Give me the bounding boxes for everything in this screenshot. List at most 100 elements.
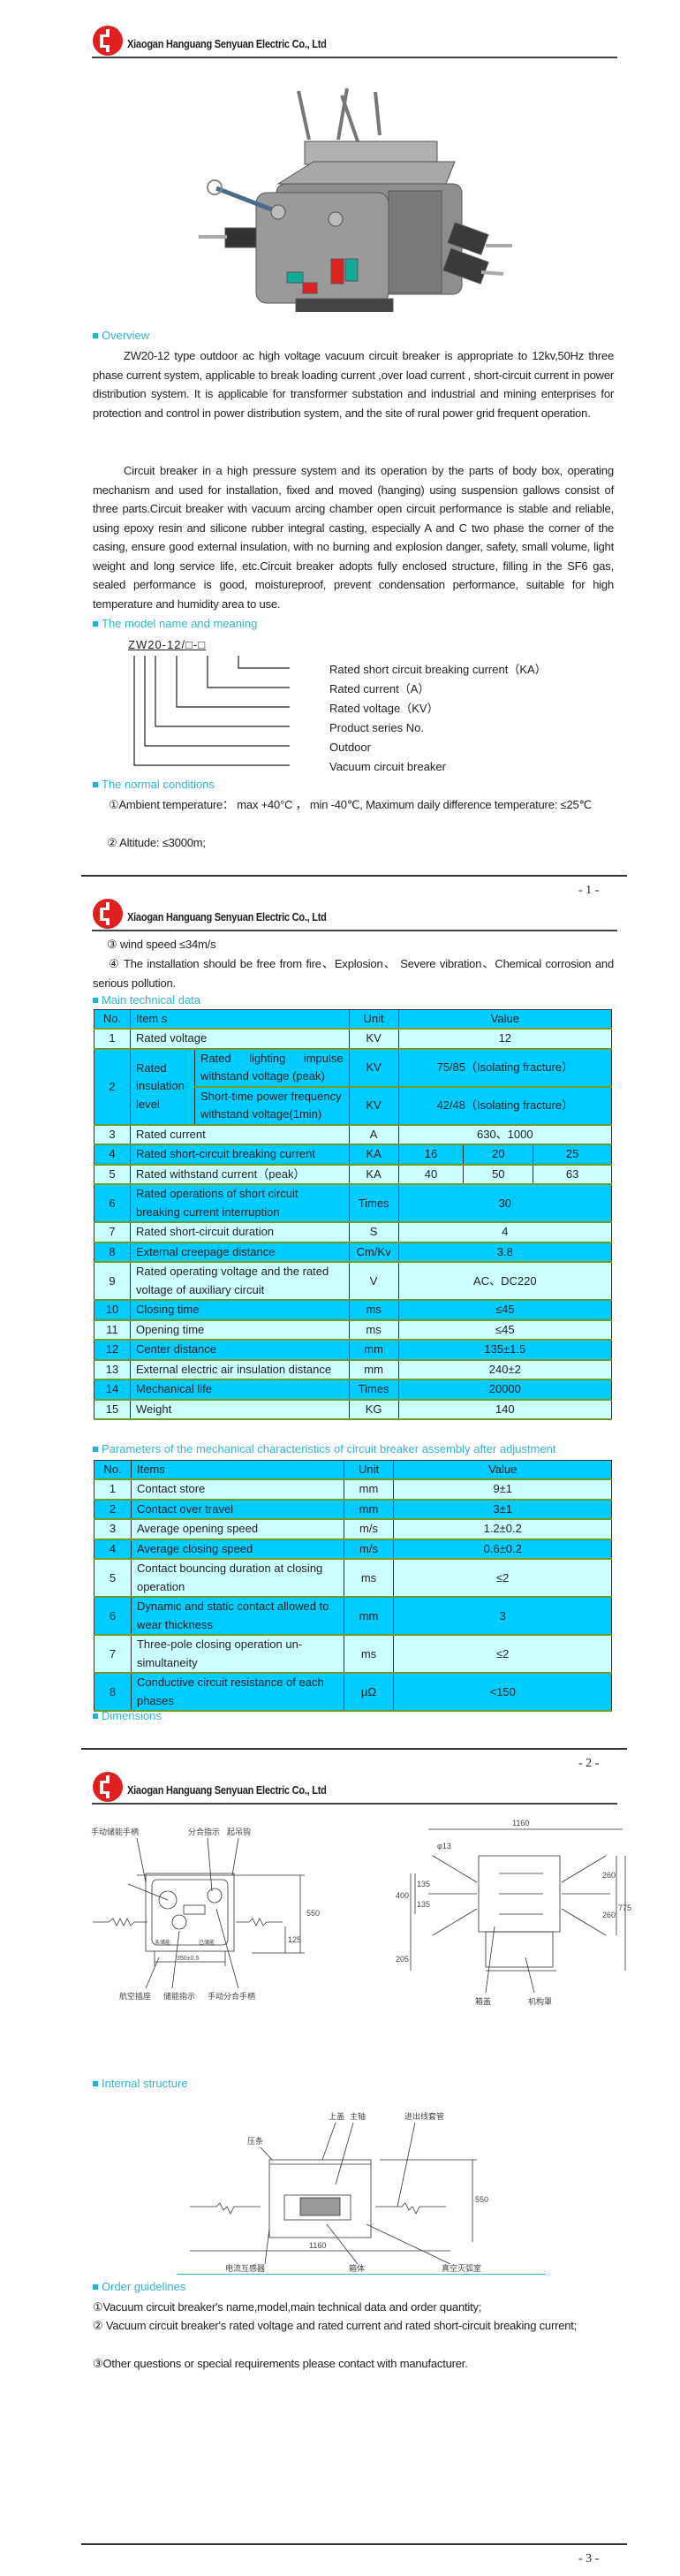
dimension-label: 400 [396, 1891, 409, 1900]
dimension-label: 125 [288, 1935, 301, 1944]
page-number: - 2 - [578, 1757, 600, 1770]
page-number: - 1 - [578, 884, 600, 897]
row-value: 9±1 [393, 1478, 612, 1501]
row-value: ≤2 [393, 1634, 612, 1674]
model-meaning: Vacuum circuit breaker [329, 760, 446, 773]
row-unit: mm [348, 1339, 399, 1361]
row-value: ≤45 [397, 1299, 613, 1321]
page-header: Xiaogan Hanguang Senyuan Electric Co., L… [92, 1771, 617, 1806]
table-row: 2 Contact over travel mm 3±1 [94, 1499, 612, 1520]
dimension-label: 260 [602, 1911, 616, 1919]
section-heading-model: The model name and meaning [93, 617, 257, 630]
page-rule [81, 875, 627, 877]
row-item: Rated voltage [129, 1028, 350, 1050]
row-number: 3 [94, 1124, 131, 1145]
mechanical-characteristics-table: No. Items Unit Value 1 Contact store mm 9±1 2 Con… [94, 1460, 612, 1712]
table-row: 13 External electric air insulation dista… [94, 1359, 613, 1380]
row-item: Average closing speed [130, 1539, 344, 1560]
company-name: Xiaogan Hanguang Senyuan Electric Co., L… [127, 910, 327, 923]
table-row: 1 Rated voltage KV 12 [94, 1028, 613, 1050]
row-value: 630、1000 [397, 1124, 613, 1145]
model-meaning: Rated current（A） [329, 682, 430, 695]
row-value: 0.6±0.2 [393, 1539, 612, 1560]
dimension-label: 135 [417, 1900, 430, 1909]
row-item: Three-pole closing operation un-simultan… [130, 1634, 344, 1674]
model-legend-lines [133, 656, 290, 766]
row-item: External creepage distance [129, 1242, 350, 1263]
company-logo-icon [93, 899, 123, 929]
table-row: 3 Rated current A 630、1000 [94, 1124, 613, 1145]
row-item: Average opening speed [130, 1518, 344, 1540]
dimension-label: 260 [602, 1871, 616, 1880]
section-divider [177, 2274, 546, 2275]
row-number: 5 [94, 1164, 131, 1185]
row-unit: mm [348, 1359, 399, 1380]
row-value: 30 [397, 1183, 613, 1223]
drawing-label: 上盖 [329, 2111, 344, 2121]
row-item: Short-time power frequency withstand vol… [193, 1086, 350, 1126]
dimension-label: 135 [417, 1880, 430, 1888]
drawing-label: 航空插座 [119, 1991, 151, 2001]
column-header: No. [94, 1009, 131, 1030]
model-meaning: Rated voltage（KV） [329, 702, 439, 715]
drawing-label: 进出线套管 [404, 2111, 444, 2121]
row-number: 13 [94, 1359, 131, 1380]
drawing-label: 电流互感器 [225, 2263, 265, 2273]
row-unit: KV [348, 1048, 399, 1088]
condition-item: ④ The installation should be free from f… [93, 957, 614, 990]
table-row: 6 Dynamic and static contact allowed to w… [94, 1596, 612, 1636]
table-row: 3 Average opening speed m/s 1.2±0.2 [94, 1518, 612, 1540]
row-value: 40 [397, 1164, 465, 1185]
row-item: Contact bouncing duration at closing ope… [130, 1558, 344, 1598]
row-number: 8 [94, 1672, 132, 1712]
row-item: Rated operations of short circuit breaki… [129, 1183, 350, 1223]
row-value: ≤45 [397, 1319, 613, 1341]
row-number: 7 [94, 1634, 132, 1674]
section-heading-internal: Internal structure [93, 2077, 188, 2090]
row-number: 2 [94, 1048, 131, 1126]
row-item: Center distance [129, 1339, 350, 1361]
row-value: 3.8 [397, 1242, 613, 1263]
model-meaning: Product series No. [329, 721, 424, 734]
row-value: 20000 [397, 1379, 613, 1401]
page-number: - 3 - [578, 2552, 600, 2565]
column-header: Items [130, 1460, 344, 1480]
condition-item: ② Altitude: ≤3000m; [107, 836, 206, 849]
row-value: 75/85（Isolating fracture） [397, 1048, 613, 1088]
table-row: 7 Rated short-circuit duration S 4 [94, 1221, 613, 1243]
row-item: Rated withstand current（peak） [129, 1164, 350, 1185]
row-value: ≤2 [393, 1558, 612, 1598]
row-number: 3 [94, 1518, 132, 1540]
dimension-label: 550 [475, 2195, 488, 2204]
row-value: 240±2 [397, 1359, 613, 1380]
drawing-label: 储能指示 [163, 1991, 195, 2001]
section-heading-mechanical: Parameters of the mechanical characteris… [93, 1442, 555, 1455]
drawing-label: 压条 [247, 2136, 263, 2146]
row-item: Rated current [129, 1124, 350, 1145]
drawing-label: 机构罩 [528, 1996, 552, 2006]
header-rule [92, 930, 617, 931]
row-unit: ms [348, 1319, 399, 1341]
row-value: 50 [463, 1164, 534, 1185]
model-meanings: Rated short circuit breaking current（KA）… [329, 660, 547, 777]
row-unit: mm [343, 1596, 395, 1636]
row-item: Closing time [129, 1299, 350, 1321]
company-name: Xiaogan Hanguang Senyuan Electric Co., L… [127, 37, 327, 50]
row-number: 10 [94, 1299, 131, 1321]
page-header: Xiaogan Hanguang Senyuan Electric Co., L… [92, 898, 617, 933]
row-number: 8 [94, 1242, 131, 1263]
row-value: 63 [533, 1164, 612, 1185]
row-unit: KA [348, 1144, 399, 1166]
row-value: AC、DC220 [397, 1261, 613, 1301]
model-code: ZW20-12/□-□ [128, 638, 207, 651]
row-value: 140 [397, 1399, 613, 1420]
order-item: ③Other questions or special requirements… [93, 2357, 468, 2370]
product-photo [199, 87, 512, 312]
row-group-label: Rated insulation level [129, 1048, 195, 1126]
row-value: <150 [393, 1672, 612, 1712]
table-row: 4 Average closing speed m/s 0.6±0.2 [94, 1539, 612, 1560]
dimension-label: 550 [306, 1909, 320, 1918]
table-row: 11 Opening time ms ≤45 [94, 1319, 613, 1341]
table-row: 6 Rated operations of short circuit break… [94, 1183, 613, 1223]
row-item: External electric air insulation distanc… [129, 1359, 350, 1380]
